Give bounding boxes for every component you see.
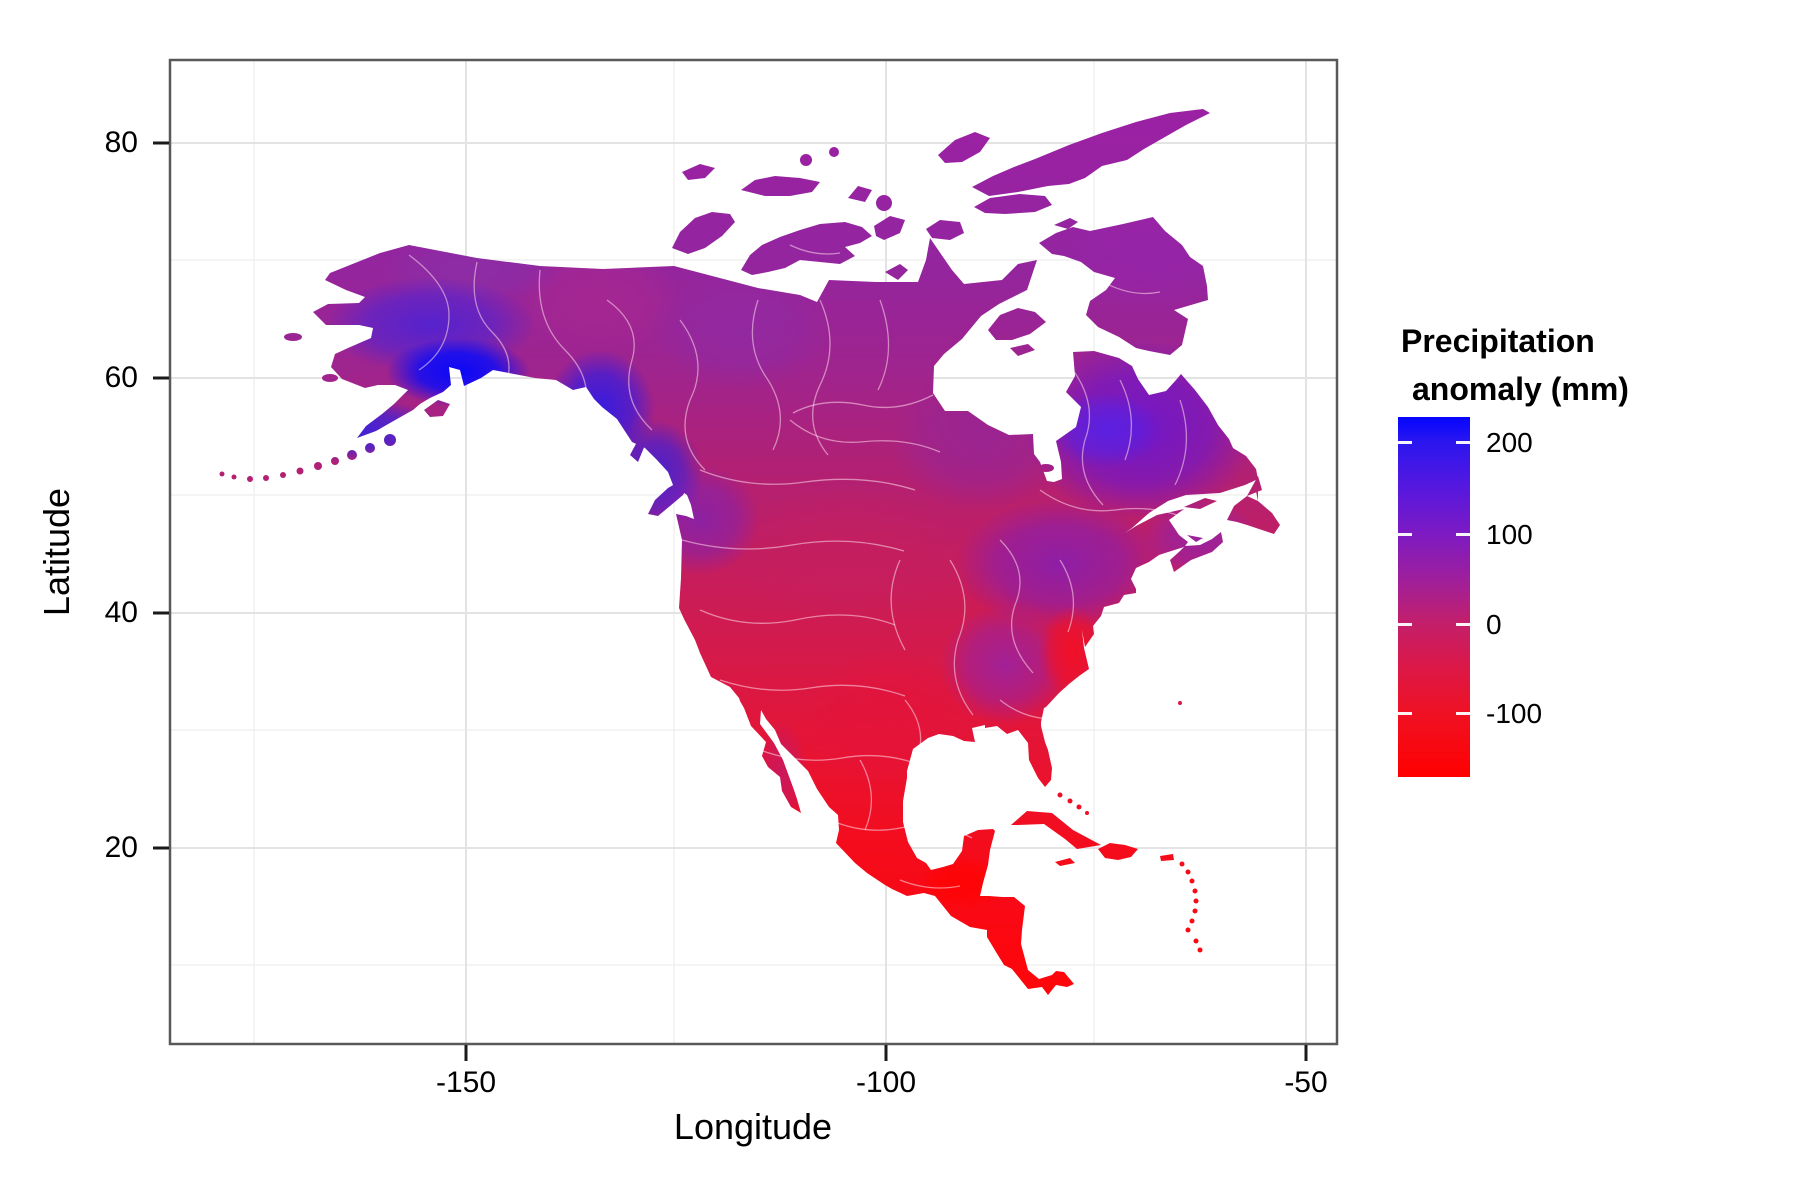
region-northeast-us — [955, 500, 1165, 630]
colorbar-tick--100-left — [1398, 712, 1412, 715]
colorbar-tick-200-right — [1456, 441, 1470, 444]
colorbar-tick-0-right — [1456, 623, 1470, 626]
x-axis-title: Longitude — [673, 1106, 833, 1147]
x-tick-label--100: -100 — [855, 1066, 917, 1099]
colorbar-tick-100-left — [1398, 533, 1412, 536]
legend-tick-label-200: 200 — [1486, 427, 1533, 458]
colorbar-tick-100-right — [1456, 533, 1470, 536]
colorbar-tick-200-left — [1398, 441, 1412, 444]
legend-tick-label--100: -100 — [1486, 698, 1543, 729]
region-nwt — [650, 270, 830, 390]
y-tick-label-80: 80 — [104, 126, 138, 159]
x-tick-label--50: -50 — [1284, 1066, 1328, 1099]
y-tick-label-20: 20 — [104, 831, 138, 864]
legend-tick-label-100: 100 — [1486, 519, 1533, 550]
x-tick-label--150: -150 — [435, 1066, 497, 1099]
y-tick-label-40: 40 — [104, 596, 138, 629]
colorbar-tick--100-right — [1456, 712, 1470, 715]
panel-border — [168, 58, 1339, 1046]
y-tick-label-60: 60 — [104, 361, 138, 394]
legend-tick-label-0: 0 — [1486, 609, 1502, 640]
colorbar-tick-0-left — [1398, 623, 1412, 626]
region-prairies — [740, 485, 960, 625]
legend-title-line1: Precipitation — [1401, 323, 1595, 359]
legend-title-line2: anomaly (mm) — [1412, 371, 1629, 407]
y-axis-title: Latitude — [36, 487, 77, 617]
axis-tick-marks — [153, 141, 1308, 1061]
legend-colorbar — [1398, 417, 1470, 777]
region-south-mexico — [917, 855, 1007, 911]
